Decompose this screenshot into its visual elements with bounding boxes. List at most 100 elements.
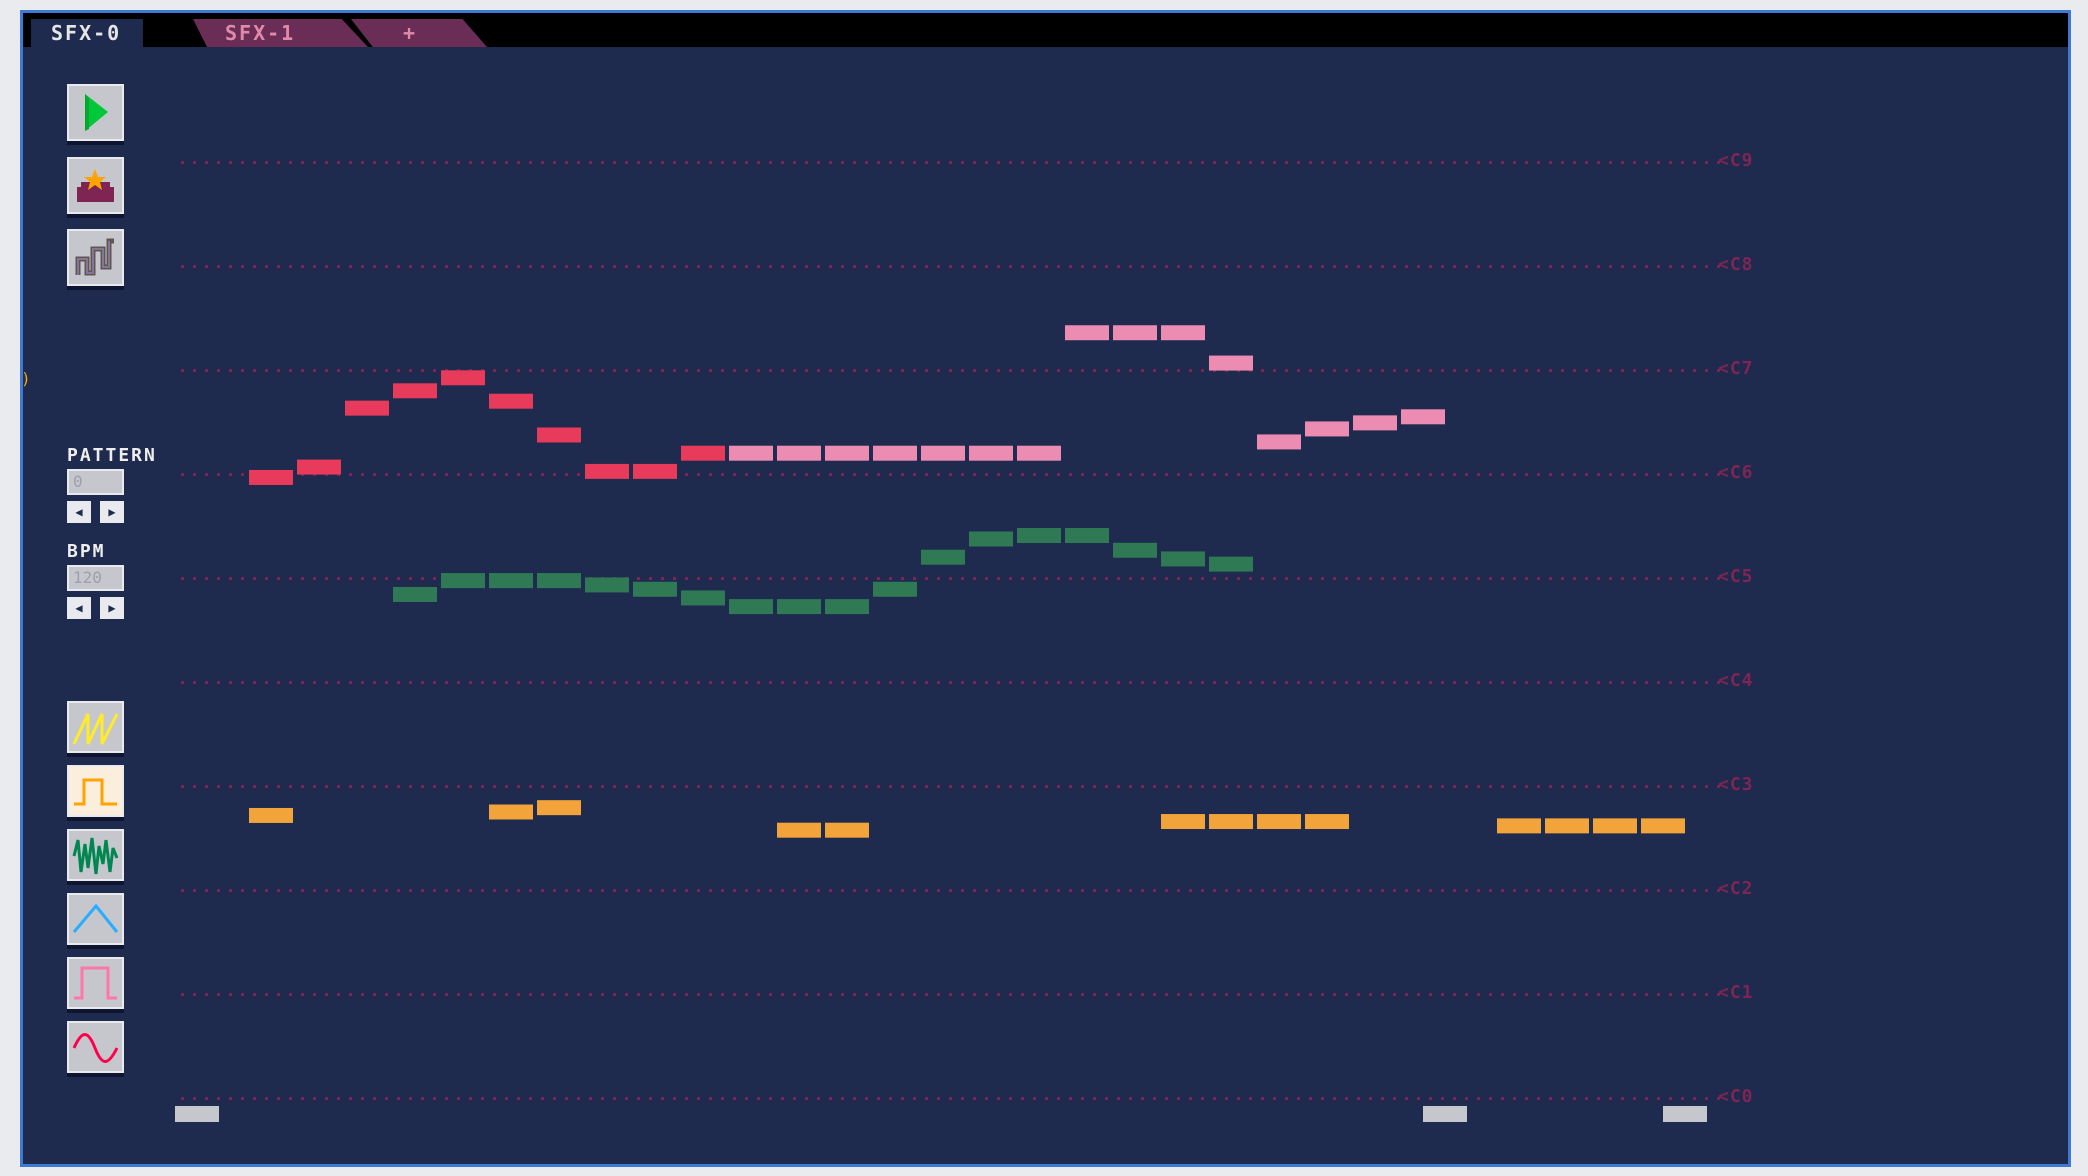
play-icon xyxy=(85,94,108,131)
sawtooth-wave-button[interactable] xyxy=(67,701,124,753)
resize-handle-icon[interactable]: ) xyxy=(21,369,31,388)
note-label-c3: <C3 xyxy=(1718,774,1754,795)
note-label-c4: <C4 xyxy=(1718,670,1754,691)
sfx-editor-window: SFX-0 SFX-1 + ) PATTERN 0 ◀ ▶ BPM 120 ◀ … xyxy=(20,10,2071,1167)
orange-note[interactable] xyxy=(1593,818,1637,834)
load-icon xyxy=(77,169,114,202)
orange-note[interactable] xyxy=(1497,818,1541,834)
pink-note[interactable] xyxy=(1017,445,1061,461)
triangle-wave-button[interactable] xyxy=(67,893,124,945)
pattern-label: PATTERN xyxy=(67,445,157,466)
pink-note[interactable] xyxy=(729,445,773,461)
orange-note[interactable] xyxy=(1209,814,1253,830)
sine-wave-button[interactable] xyxy=(67,1021,124,1073)
green-note[interactable] xyxy=(729,599,773,615)
square-wave-button[interactable] xyxy=(67,765,124,817)
add-tab-button[interactable]: + xyxy=(351,19,487,47)
pattern-field[interactable]: 0 xyxy=(67,469,124,495)
red-note[interactable] xyxy=(633,463,677,479)
orange-note[interactable] xyxy=(1641,818,1685,834)
load-button[interactable] xyxy=(67,157,124,214)
pink-note[interactable] xyxy=(1257,434,1301,450)
red-note[interactable] xyxy=(345,400,389,416)
orange-note[interactable] xyxy=(537,800,581,816)
pink-note[interactable] xyxy=(1353,415,1397,431)
green-note[interactable] xyxy=(489,573,533,589)
sawtooth-wave-icon xyxy=(72,713,119,745)
red-note[interactable] xyxy=(297,459,341,475)
green-note[interactable] xyxy=(633,581,677,597)
pink-note[interactable] xyxy=(1113,325,1157,341)
green-note[interactable] xyxy=(1209,556,1253,572)
sine-wave-icon xyxy=(72,1033,119,1063)
pink-note[interactable] xyxy=(1401,409,1445,425)
loop-marker[interactable] xyxy=(1423,1106,1467,1122)
red-note[interactable] xyxy=(489,393,533,409)
pink-note[interactable] xyxy=(1161,325,1205,341)
pink-note[interactable] xyxy=(969,445,1013,461)
green-note[interactable] xyxy=(921,549,965,565)
tab-sfx-0[interactable]: SFX-0 xyxy=(31,19,143,47)
note-label-c2: <C2 xyxy=(1718,878,1754,899)
note-label-c8: <C8 xyxy=(1718,254,1754,275)
orange-note[interactable] xyxy=(1257,814,1301,830)
note-grid[interactable] xyxy=(23,13,2068,1164)
green-note[interactable] xyxy=(537,573,581,589)
red-note[interactable] xyxy=(441,370,485,386)
square-wave-icon xyxy=(74,778,117,806)
orange-note[interactable] xyxy=(1161,814,1205,830)
orange-note[interactable] xyxy=(1305,814,1349,830)
green-note[interactable] xyxy=(681,590,725,606)
pink-note[interactable] xyxy=(1305,421,1349,437)
noise-wave-icon xyxy=(72,837,119,875)
triangle-wave-icon xyxy=(72,903,119,933)
pink-note[interactable] xyxy=(1209,355,1253,371)
bpm-label: BPM xyxy=(67,541,106,562)
pulse-wave-button[interactable] xyxy=(67,957,124,1009)
green-note[interactable] xyxy=(1017,528,1061,544)
pulse-wave-icon xyxy=(74,966,117,1000)
play-button[interactable] xyxy=(67,84,124,141)
pattern-next-button[interactable]: ▶ xyxy=(100,501,124,523)
note-label-c1: <C1 xyxy=(1718,982,1754,1003)
pink-note[interactable] xyxy=(777,445,821,461)
orange-note[interactable] xyxy=(249,807,293,823)
red-note[interactable] xyxy=(681,445,725,461)
green-note[interactable] xyxy=(1113,542,1157,558)
red-note[interactable] xyxy=(537,427,581,443)
tab-bar: SFX-0 SFX-1 + xyxy=(23,13,2068,47)
bpm-prev-button[interactable]: ◀ xyxy=(67,597,91,619)
green-note[interactable] xyxy=(825,599,869,615)
green-note[interactable] xyxy=(873,581,917,597)
green-note[interactable] xyxy=(1161,551,1205,567)
bpm-field[interactable]: 120 xyxy=(67,565,124,591)
note-label-c9: <C9 xyxy=(1718,150,1754,171)
noise-wave-button[interactable] xyxy=(67,829,124,881)
pink-note[interactable] xyxy=(921,445,965,461)
bpm-next-button[interactable]: ▶ xyxy=(100,597,124,619)
red-note[interactable] xyxy=(249,469,293,485)
green-note[interactable] xyxy=(969,531,1013,547)
tab-sfx-1[interactable]: SFX-1 xyxy=(193,19,368,47)
orange-note[interactable] xyxy=(777,822,821,838)
pink-note[interactable] xyxy=(873,445,917,461)
green-note[interactable] xyxy=(777,599,821,615)
red-note[interactable] xyxy=(585,463,629,479)
loop-marker[interactable] xyxy=(1663,1106,1707,1122)
note-label-c7: <C7 xyxy=(1718,358,1754,379)
loop-marker[interactable] xyxy=(175,1106,219,1122)
orange-note[interactable] xyxy=(489,804,533,820)
green-note[interactable] xyxy=(441,573,485,589)
red-note[interactable] xyxy=(393,383,437,399)
pink-note[interactable] xyxy=(1065,325,1109,341)
note-label-c0: <C0 xyxy=(1718,1086,1754,1107)
orange-note[interactable] xyxy=(1545,818,1589,834)
green-note[interactable] xyxy=(1065,528,1109,544)
green-note[interactable] xyxy=(585,577,629,593)
pink-note[interactable] xyxy=(825,445,869,461)
envelope-icon xyxy=(75,238,114,276)
pattern-prev-button[interactable]: ◀ xyxy=(67,501,91,523)
green-note[interactable] xyxy=(393,586,437,602)
orange-note[interactable] xyxy=(825,822,869,838)
envelope-button[interactable] xyxy=(67,229,124,286)
